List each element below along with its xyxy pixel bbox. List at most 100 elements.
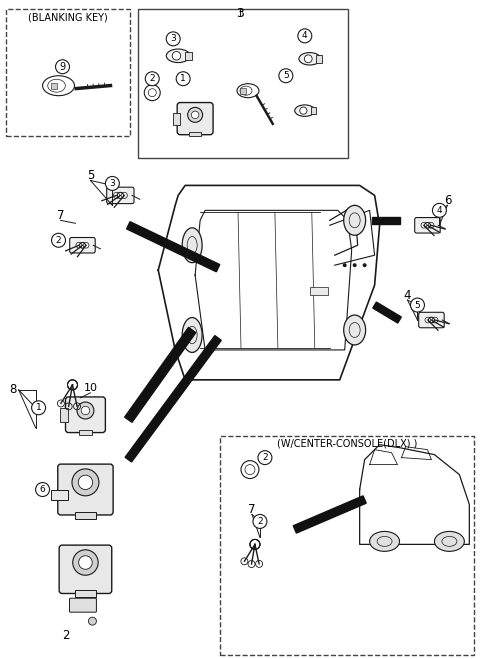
Text: (BLANKING KEY): (BLANKING KEY) [28, 13, 108, 23]
FancyBboxPatch shape [415, 217, 440, 233]
FancyBboxPatch shape [107, 187, 134, 204]
Text: 5: 5 [87, 169, 94, 182]
Circle shape [32, 401, 46, 415]
Circle shape [36, 482, 49, 496]
Ellipse shape [344, 315, 366, 345]
Bar [50, 83, 57, 89]
Text: 9: 9 [60, 62, 66, 72]
Text: 7: 7 [57, 209, 64, 222]
Circle shape [80, 243, 85, 248]
Text: 4: 4 [404, 289, 411, 302]
Ellipse shape [237, 84, 259, 98]
Bar [79, 430, 92, 435]
Text: 7: 7 [248, 503, 256, 516]
Circle shape [353, 263, 357, 267]
Bar [6, 9, 130, 136]
Circle shape [79, 556, 92, 569]
Bar [75, 512, 96, 519]
Circle shape [56, 60, 70, 74]
Circle shape [343, 263, 347, 267]
Polygon shape [125, 335, 221, 462]
Bar [220, 436, 474, 655]
Circle shape [51, 233, 65, 247]
FancyBboxPatch shape [70, 598, 96, 612]
FancyBboxPatch shape [58, 464, 113, 515]
Circle shape [117, 192, 123, 198]
Ellipse shape [182, 228, 202, 263]
Bar [75, 590, 96, 597]
Circle shape [258, 451, 272, 465]
Text: 2: 2 [62, 629, 69, 642]
Circle shape [188, 107, 203, 123]
Circle shape [192, 111, 199, 119]
Bar [173, 113, 180, 125]
Polygon shape [372, 217, 399, 224]
Ellipse shape [295, 105, 315, 117]
Text: 5: 5 [415, 301, 420, 310]
FancyBboxPatch shape [70, 237, 95, 253]
Text: 2: 2 [56, 236, 61, 244]
Polygon shape [125, 328, 196, 422]
Text: 4: 4 [302, 32, 308, 40]
Polygon shape [360, 445, 469, 544]
Text: 3: 3 [170, 34, 176, 43]
Text: 8: 8 [9, 384, 16, 396]
Bar [60, 408, 69, 422]
Text: 6: 6 [444, 194, 451, 207]
Text: 2: 2 [257, 517, 263, 526]
Circle shape [176, 72, 190, 86]
Bar [310, 287, 328, 295]
Circle shape [363, 263, 367, 267]
Circle shape [429, 317, 434, 323]
Ellipse shape [299, 53, 321, 65]
Ellipse shape [370, 531, 399, 552]
Ellipse shape [166, 49, 190, 63]
FancyBboxPatch shape [419, 312, 444, 328]
Circle shape [304, 55, 312, 63]
Circle shape [78, 475, 93, 490]
Text: 1: 1 [36, 403, 41, 413]
Circle shape [172, 51, 181, 60]
Bar [50, 490, 69, 500]
Circle shape [72, 469, 99, 496]
Circle shape [73, 550, 98, 575]
Polygon shape [158, 185, 380, 380]
Text: 4: 4 [437, 206, 442, 215]
Ellipse shape [434, 531, 464, 552]
Circle shape [88, 617, 96, 625]
Text: (W/CENTER-CONSOLE(DLX) ): (W/CENTER-CONSOLE(DLX) ) [277, 439, 418, 449]
Circle shape [432, 204, 446, 217]
Circle shape [77, 402, 94, 419]
Bar [185, 51, 192, 60]
Ellipse shape [344, 206, 366, 235]
Text: 5: 5 [283, 71, 289, 80]
Circle shape [410, 298, 424, 312]
Text: 6: 6 [40, 485, 46, 494]
Circle shape [425, 223, 431, 228]
Circle shape [300, 107, 307, 114]
Text: 10: 10 [84, 383, 97, 393]
Polygon shape [127, 221, 220, 272]
Circle shape [298, 29, 312, 43]
Circle shape [81, 407, 90, 415]
Circle shape [145, 72, 159, 86]
Circle shape [166, 32, 180, 46]
Text: 3: 3 [109, 179, 115, 188]
Polygon shape [373, 302, 401, 323]
FancyBboxPatch shape [177, 103, 213, 134]
Text: 1: 1 [180, 74, 186, 83]
Text: 3: 3 [236, 7, 244, 20]
Circle shape [106, 177, 120, 190]
FancyBboxPatch shape [59, 545, 112, 594]
Circle shape [279, 69, 293, 83]
Bar [311, 107, 316, 114]
FancyBboxPatch shape [65, 397, 106, 432]
Bar [240, 88, 246, 94]
Text: 2: 2 [262, 453, 268, 462]
Bar [138, 9, 348, 159]
Bar [189, 132, 201, 136]
Ellipse shape [182, 318, 202, 353]
Bar [316, 55, 322, 63]
Ellipse shape [43, 76, 74, 96]
Text: 2: 2 [149, 74, 155, 83]
